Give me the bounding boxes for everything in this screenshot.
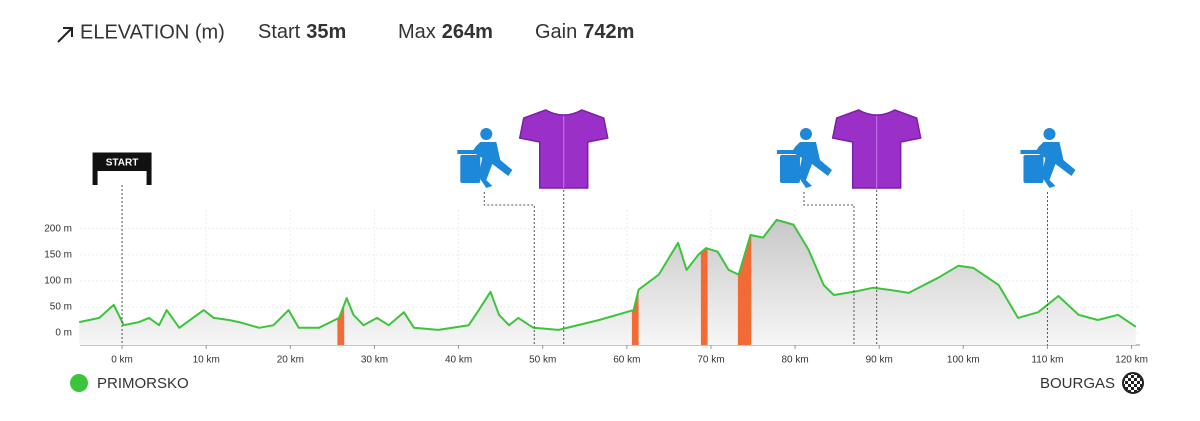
waste-icon xyxy=(776,128,832,188)
y-tick-label: 50 m xyxy=(50,302,72,313)
bin-lid xyxy=(776,150,803,154)
stat-label: Start xyxy=(258,21,301,43)
figure-body xyxy=(472,142,513,188)
bin-lid xyxy=(1020,150,1047,154)
header-stats: Start 35m Max 264m Gain 742m xyxy=(258,21,634,43)
stat-value: 264m xyxy=(442,21,493,43)
x-tick-label: 50 km xyxy=(529,355,556,366)
figure-body xyxy=(1035,142,1076,188)
elevation-icon xyxy=(57,27,73,43)
figure-head xyxy=(799,128,812,140)
start-banner xyxy=(95,153,150,171)
x-tick-label: 110 km xyxy=(1031,355,1063,366)
stat-value: 35m xyxy=(306,21,346,43)
y-tick-label: 100 m xyxy=(44,276,72,287)
x-tick-label: 120 km xyxy=(1115,355,1148,366)
waste-icon xyxy=(457,128,513,188)
start-dot xyxy=(70,374,88,392)
climb xyxy=(700,248,708,345)
bin xyxy=(1023,155,1044,183)
y-tick-label: 0 m xyxy=(55,328,72,339)
x-tick-label: 100 km xyxy=(947,355,980,366)
stat-label: Max xyxy=(398,21,436,43)
x-tick-label: 30 km xyxy=(361,355,388,366)
header-title: ELEVATION (m) xyxy=(80,21,225,43)
climb xyxy=(337,304,345,345)
plot: 0 m 50 m 100 m 150 m 200 m 0 km 10 km 20 km 30 k… xyxy=(44,109,1148,394)
waste-icon xyxy=(1020,128,1076,188)
figure-head xyxy=(1043,128,1056,140)
x-tick-label: 0 km xyxy=(111,355,133,366)
header-stat: Start 35m xyxy=(258,21,346,43)
header-stat: Gain 742m xyxy=(535,21,634,43)
figure-head xyxy=(480,128,493,140)
bin xyxy=(779,155,800,183)
climb xyxy=(737,235,752,345)
x-tick-label: 90 km xyxy=(866,355,893,366)
stat-value: 742m xyxy=(583,21,634,43)
x-tick-label: 60 km xyxy=(613,355,640,366)
stat-label: Gain xyxy=(535,21,577,43)
figure-body xyxy=(791,142,832,188)
elevation-area xyxy=(79,219,1136,345)
finish-flag xyxy=(1122,372,1144,394)
bin-lid xyxy=(457,150,484,154)
x-tick-label: 40 km xyxy=(445,355,472,366)
header-stat: Max 264m xyxy=(398,21,493,43)
bin xyxy=(460,155,481,183)
elevation-line xyxy=(78,218,1137,331)
x-tick-label: 80 km xyxy=(781,355,808,366)
x-tick-label: 20 km xyxy=(277,355,304,366)
y-tick-label: 200 m xyxy=(44,223,72,234)
y-tick-label: 150 m xyxy=(44,249,72,260)
waste-connector xyxy=(803,192,855,345)
x-tick-label: 70 km xyxy=(697,355,724,366)
climb xyxy=(631,289,639,345)
x-tick-label: 10 km xyxy=(193,355,220,366)
waste-connector xyxy=(483,192,535,345)
start-place: PRIMORSKO xyxy=(97,375,189,392)
start-label: START xyxy=(106,158,139,169)
finish-place: BOURGAS xyxy=(1040,375,1115,392)
